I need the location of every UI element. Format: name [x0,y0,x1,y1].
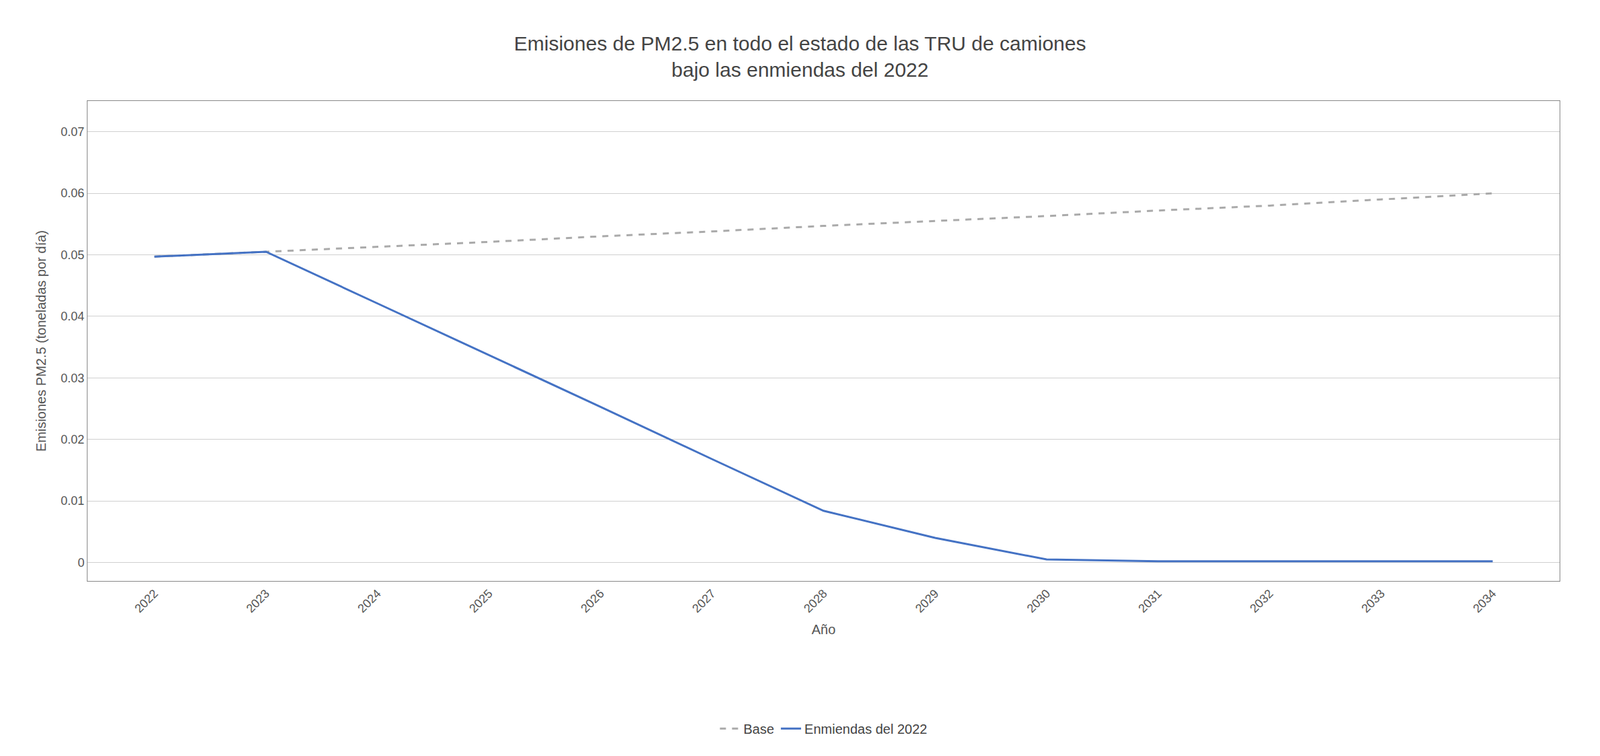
svg-text:2029: 2029 [912,586,942,616]
svg-text:2032: 2032 [1247,586,1276,616]
svg-text:2026: 2026 [578,586,607,616]
svg-text:Año: Año [811,621,837,637]
svg-text:2025: 2025 [466,586,495,616]
svg-text:Base: Base [743,721,775,737]
svg-text:0.01: 0.01 [60,494,85,508]
svg-text:2024: 2024 [355,586,384,616]
svg-text:Emisiones PM2.5 (toneladas por: Emisiones PM2.5 (toneladas por día) [33,230,49,452]
svg-text:2030: 2030 [1024,586,1053,616]
svg-text:0.03: 0.03 [60,371,85,386]
svg-text:Emisiones de PM2.5 en todo el: Emisiones de PM2.5 en todo el estado de … [514,32,1087,81]
svg-text:2023: 2023 [243,586,272,616]
svg-text:2028: 2028 [801,586,830,616]
svg-text:0.07: 0.07 [60,125,85,139]
svg-text:2027: 2027 [689,586,719,616]
svg-text:0.05: 0.05 [60,248,85,262]
svg-text:0: 0 [77,555,85,570]
svg-text:Enmiendas del 2022: Enmiendas del 2022 [804,721,927,737]
svg-text:2031: 2031 [1135,586,1164,616]
svg-text:2034: 2034 [1470,586,1499,616]
svg-text:0.06: 0.06 [60,186,85,200]
svg-text:2033: 2033 [1359,586,1388,616]
svg-text:2022: 2022 [131,586,161,616]
svg-text:0.04: 0.04 [60,309,85,324]
svg-text:0.02: 0.02 [60,432,85,447]
